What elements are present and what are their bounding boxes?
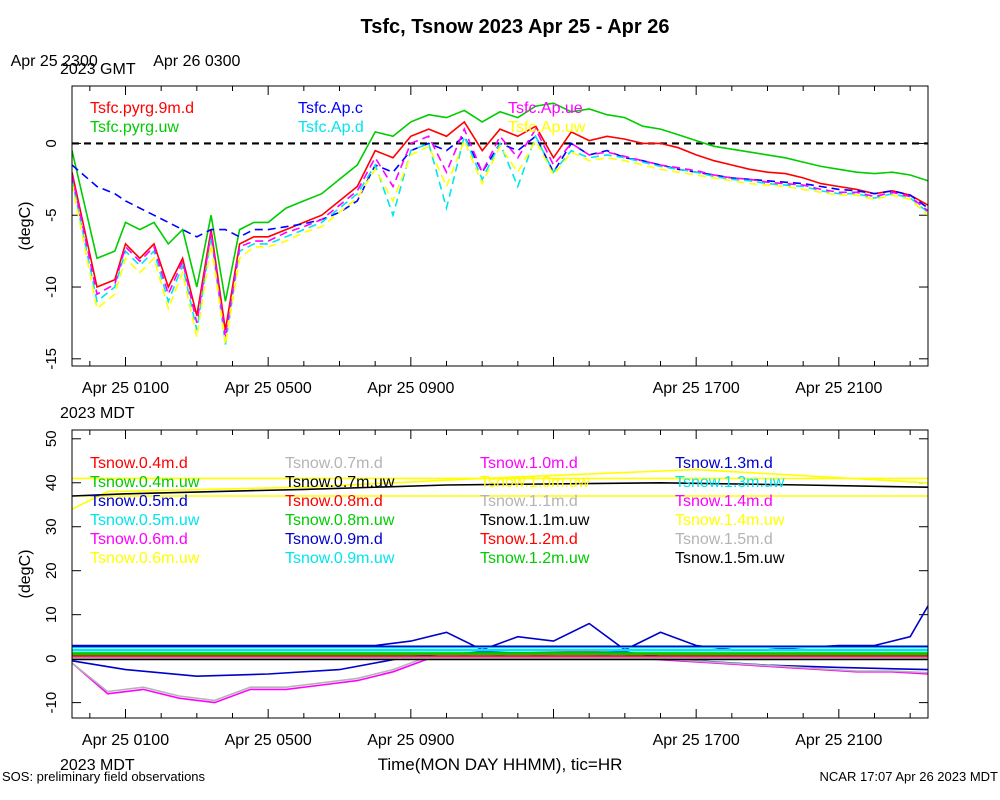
legend-entry: Tsnow.1.4m.uw [675,512,785,529]
top-axis-tick-label: Apr 26 0300 [153,53,240,70]
legend-entry: Tsfc.Ap.ue [508,100,583,117]
x-tick-label: Apr 25 2100 [795,380,882,397]
legend-entry: Tsfc.pyrg.9m.d [90,100,194,117]
series-line-Tsfc-pyrg-9m-d [72,120,928,331]
y-tick-label: 50 [43,430,60,447]
legend-entry: Tsnow.0.4m.uw [90,474,200,491]
legend-entry: Tsnow.1.0m.uw [480,474,590,491]
legend-entry: Tsnow.1.3m.uw [675,474,785,491]
y-axis-label: (degC) [17,202,34,251]
y-tick-label: -10 [43,692,60,714]
legend-entry: Tsnow.0.4m.d [90,455,188,472]
y-tick-label: 0 [43,139,60,147]
legend-entry: Tsnow.0.6m.uw [90,550,200,567]
legend-entry: Tsfc.Ap.c [298,100,363,117]
chart-title: Tsfc, Tsnow 2023 Apr 25 - Apr 26 [361,16,670,38]
bottom-panel: 50 40 30 20 10 0 -10 (degC) Tsnow.0.4m.d Tsnow.0.… [17,429,929,774]
legend-entry: Tsnow.0.9m.d [285,531,383,548]
legend-entry: Tsfc.Ap.d [298,119,364,136]
legend-entry: Tsnow.1.1m.d [480,493,578,510]
y-tick-label: 10 [43,606,60,623]
x-tick-label: Apr 25 0500 [225,732,312,749]
legend-entry: Tsfc.Ap.uw [508,119,586,136]
series-line-Tsnow-1-1m-uw [72,481,928,497]
legend-entry: Tsnow.0.5m.uw [90,512,200,529]
legend-entry: Tsnow.1.5m.d [675,531,773,548]
legend-entry: Tsnow.0.5m.d [90,493,188,510]
y-tick-label: -5 [43,209,60,222]
legend-entry: Tsnow.0.6m.d [90,531,188,548]
x-tick-label: Apr 25 2100 [795,732,882,749]
legend-entry: Tsnow.1.2m.uw [480,550,590,567]
x-axis-caption: 2023 MDT [60,405,135,422]
y-tick-label: -10 [43,276,60,298]
legend-entry: Tsnow.1.5m.uw [675,550,785,567]
plot-frame [71,85,929,367]
series-line-Tsnow-0-9m-d [72,605,928,651]
x-tick-label: Apr 25 0900 [367,380,454,397]
series-line-Tsnow-0-6m-d [72,653,928,704]
series-line-Tsfc-Ap-uw [72,138,928,345]
x-tick-label: Apr 25 0900 [367,732,454,749]
legend-entry: Tsnow.1.0m.d [480,455,578,472]
x-tick-label: Apr 25 1700 [653,380,740,397]
legend-entry: Tsnow.1.2m.d [480,531,578,548]
plot-frame [71,429,929,719]
y-tick-label: 20 [43,562,60,579]
top-panel: 0 -5 -10 -15 (degC) Tsfc.pyrg.9m.d Tsfc.pyrg.u… [11,53,929,422]
x-tick-label: Apr 25 0500 [225,380,312,397]
legend-entry: Tsnow.0.9m.uw [285,550,395,567]
y-tick-label: 0 [43,654,60,662]
top-axis-tick-label: Apr 25 2300 [11,53,98,70]
legend-entry: Tsnow.0.7m.uw [285,474,395,491]
legend-entry: Tsfc.pyrg.uw [90,119,179,136]
series-line-Tsfc-pyrg-uw [72,102,928,302]
top-axis-caption: 2023 GMT [60,61,136,78]
series-line-Tsfc-Ap-ue [72,127,928,338]
legend-entry: Tsnow.1.3m.d [675,455,773,472]
x-axis-caption: 2023 MDT [60,757,135,774]
footer-left: SOS: preliminary field observations [2,769,206,784]
series-line-Tsfc-Ap-d [72,133,928,345]
y-tick-label: 30 [43,518,60,535]
legend-entry: Tsnow.1.4m.d [675,493,773,510]
legend-entry: Tsnow.0.8m.uw [285,512,395,529]
x-tick-label: Apr 25 0100 [82,380,169,397]
legend-entry: Tsnow.0.7m.d [285,455,383,472]
x-tick-label: Apr 25 1700 [653,732,740,749]
x-axis-label: Time(MON DAY HHMM), tic=HR [378,755,623,774]
x-tick-label: Apr 25 0100 [82,732,169,749]
y-tick-label: -15 [43,348,60,370]
y-axis-label: (degC) [17,550,34,599]
legend-entry: Tsnow.0.8m.d [285,493,383,510]
footer-right: NCAR 17:07 Apr 26 2023 MDT [820,769,999,784]
legend-entry: Tsnow.1.1m.uw [480,512,590,529]
series-line-Tsnow-0-7m-d [72,653,928,702]
series-line-Tsfc-Ap-c [72,135,928,238]
y-tick-label: 40 [43,474,60,491]
